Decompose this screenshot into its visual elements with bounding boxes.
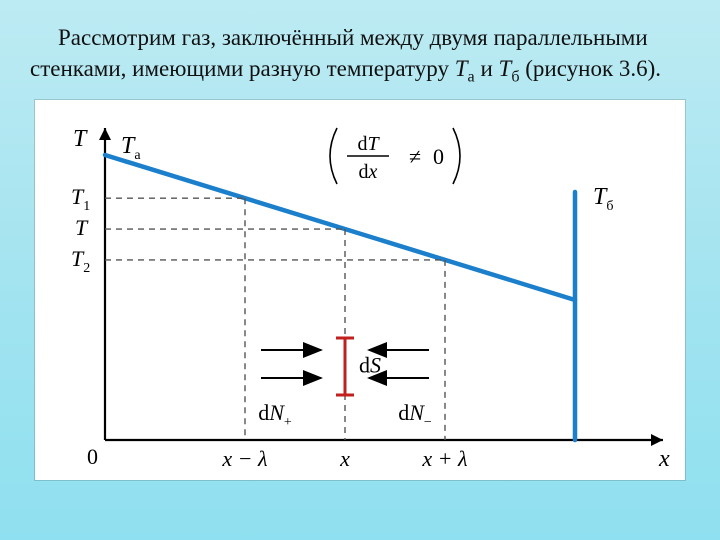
Ta-sub: а xyxy=(468,69,475,86)
Tb-sub: б xyxy=(511,69,519,86)
svg-text:dT: dT xyxy=(357,133,380,155)
svg-text:0: 0 xyxy=(433,144,444,169)
svg-text:Tб: Tб xyxy=(593,184,613,214)
svg-text:x: x xyxy=(658,446,670,472)
chart-svg: 0TxT1TT2TаTбx − λxx + λdN+dN−dSdTdx≠0 xyxy=(35,100,685,480)
svg-text:x: x xyxy=(339,446,350,471)
svg-text:dN−: dN− xyxy=(398,400,432,430)
para-and: и xyxy=(475,56,499,81)
svg-text:T: T xyxy=(75,215,89,240)
svg-text:dx: dx xyxy=(359,161,378,183)
svg-text:T: T xyxy=(73,126,88,152)
Tb-base: T xyxy=(499,56,512,81)
Ta-base: T xyxy=(455,56,468,81)
svg-text:x + λ: x + λ xyxy=(421,446,467,471)
svg-text:T1: T1 xyxy=(71,185,90,215)
svg-text:dS: dS xyxy=(359,353,381,378)
svg-text:0: 0 xyxy=(87,444,98,469)
para-outro: (рисунок 3.6). xyxy=(520,56,662,81)
svg-text:x − λ: x − λ xyxy=(221,446,267,471)
chart-container: 0TxT1TT2TаTбx − λxx + λdN+dN−dSdTdx≠0 xyxy=(35,100,685,480)
svg-text:dN+: dN+ xyxy=(258,400,292,430)
description-paragraph: Рассмотрим газ, заключённый между двумя … xyxy=(0,0,720,94)
svg-text:T2: T2 xyxy=(71,246,90,276)
svg-text:≠: ≠ xyxy=(409,144,421,169)
svg-text:Tа: Tа xyxy=(121,133,141,163)
